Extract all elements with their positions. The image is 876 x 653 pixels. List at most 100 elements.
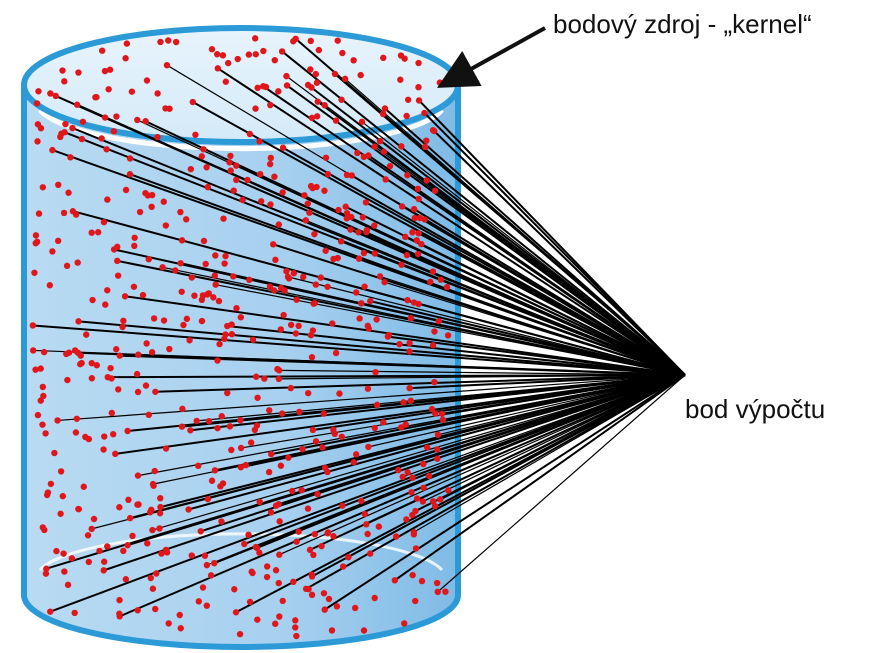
source-point <box>415 186 421 192</box>
source-point <box>380 419 386 425</box>
source-point <box>399 203 405 209</box>
source-point <box>89 229 95 235</box>
source-point <box>157 495 163 501</box>
source-point <box>280 145 286 151</box>
source-point <box>398 52 404 58</box>
source-point <box>47 282 53 288</box>
source-point <box>361 283 367 289</box>
source-point <box>190 99 196 105</box>
source-point <box>415 196 421 202</box>
source-point <box>227 423 233 429</box>
source-point <box>211 560 217 566</box>
source-point <box>396 341 402 347</box>
source-point <box>41 527 47 533</box>
source-point <box>63 351 69 357</box>
source-point <box>248 439 254 445</box>
source-point <box>366 325 372 331</box>
source-point <box>177 209 183 215</box>
source-point <box>305 505 311 511</box>
source-point <box>293 633 299 639</box>
source-point <box>308 38 314 44</box>
source-point <box>205 496 211 502</box>
source-point <box>372 369 378 375</box>
source-point <box>34 239 40 245</box>
source-point <box>146 412 152 418</box>
source-point <box>283 73 289 79</box>
source-point <box>382 105 388 111</box>
source-point <box>135 501 141 507</box>
source-point <box>310 427 316 433</box>
source-point <box>303 217 309 223</box>
source-point <box>406 340 412 346</box>
source-point <box>150 586 156 592</box>
source-point <box>186 337 192 343</box>
source-point <box>96 548 102 554</box>
source-point <box>371 143 377 149</box>
source-point <box>231 586 237 592</box>
source-point <box>361 627 367 633</box>
source-point <box>401 620 407 626</box>
diagram: bodový zdroj - „kernel“ bod výpočtu <box>0 0 876 653</box>
source-point <box>332 71 338 77</box>
source-point <box>180 322 186 328</box>
source-point <box>427 279 433 285</box>
source-point <box>403 113 409 119</box>
source-point <box>47 90 53 96</box>
source-point <box>381 149 387 155</box>
source-point <box>227 167 233 173</box>
source-point <box>230 273 236 279</box>
source-point <box>131 284 137 290</box>
source-point <box>330 256 336 262</box>
source-point <box>185 506 191 512</box>
source-point <box>406 348 412 354</box>
source-point <box>51 450 57 456</box>
source-point <box>156 525 162 531</box>
source-point <box>44 492 50 498</box>
source-point <box>279 189 285 195</box>
source-point <box>296 409 302 415</box>
source-point <box>353 289 359 295</box>
source-point <box>445 332 451 338</box>
source-point <box>342 76 348 82</box>
source-point <box>434 455 440 461</box>
source-point <box>233 609 239 615</box>
source-point <box>325 171 331 177</box>
source-point <box>70 208 76 214</box>
source-point <box>117 352 123 358</box>
source-point <box>212 252 218 258</box>
source-point <box>110 431 116 437</box>
source-point <box>387 163 393 169</box>
source-point <box>86 559 92 565</box>
source-point <box>392 577 398 583</box>
source-point <box>440 417 446 423</box>
source-point <box>105 374 111 380</box>
source-point <box>335 37 341 43</box>
source-point <box>254 395 260 401</box>
source-point <box>333 117 339 123</box>
source-point <box>309 115 315 121</box>
source-point <box>152 606 158 612</box>
source-point <box>351 459 357 465</box>
source-point <box>305 390 311 396</box>
source-point <box>381 279 387 285</box>
source-point <box>198 528 204 534</box>
source-point <box>55 238 61 244</box>
source-point <box>69 555 75 561</box>
source-point <box>172 267 178 273</box>
source-point <box>143 340 149 346</box>
source-point <box>69 125 75 131</box>
source-point <box>135 351 141 357</box>
source-point <box>140 292 146 298</box>
source-point <box>107 365 113 371</box>
source-point <box>62 121 68 127</box>
source-point <box>189 552 195 558</box>
source-point <box>216 298 222 304</box>
source-point <box>272 621 278 627</box>
source-point <box>154 134 160 140</box>
source-point <box>195 463 201 469</box>
source-point <box>409 572 415 578</box>
source-point <box>430 127 436 133</box>
source-point <box>405 97 411 103</box>
source-point <box>88 526 94 532</box>
source-point <box>98 135 104 141</box>
